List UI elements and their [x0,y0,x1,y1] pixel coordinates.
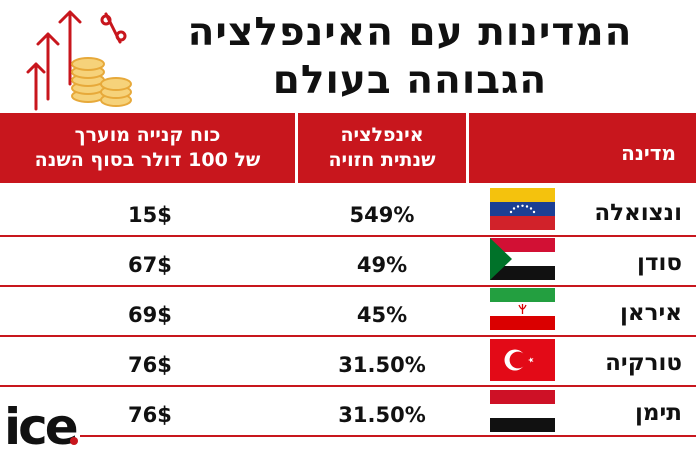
page-title-line-1: המדינות עם האינפלציה [187,10,633,55]
row-divider [0,335,696,337]
table-row-buying-power: 76$ [128,353,172,377]
row-divider [0,385,696,387]
table-row-country: סודן [637,250,682,276]
table-row-buying-power: 76$ [128,403,172,427]
table-row-inflation: 549% [349,203,415,227]
sudan-flag-icon [490,238,555,280]
header-buying-power-line-2: של 100 דולר בסוף השנה [34,149,261,171]
header-inflation-line-1: אינפלציה [340,124,424,146]
header-buying-power-line-1: כוח קנייה מוערך [74,124,221,146]
table-row-country: איראן [619,300,682,326]
table-row-inflation: 31.50% [338,353,426,377]
table-row-inflation: 45% [356,303,408,327]
brand-logo: ice [4,398,79,456]
page-title-line-2: הגבוהה בעולם [272,58,548,103]
inflation-coins-icon [26,10,132,111]
table-row-country: תימן [634,400,682,426]
row-divider [0,285,696,287]
yemen-flag-icon [490,390,555,432]
header-country-label: מדינה [621,141,676,165]
row-divider [0,235,696,237]
header-buying-power: כוח קנייה מוערך של 100 דולר בסוף השנה [0,113,295,183]
venezuela-flag-icon [490,188,555,230]
table-row-country: טורקיה [605,350,682,376]
header-inflation-line-2: שנתית חזויה [328,149,436,171]
iran-flag-icon [490,288,555,330]
table-row-buying-power: 15$ [128,203,172,227]
table-row-buying-power: 67$ [128,253,172,277]
header-country: מדינה [469,113,696,183]
brand-logo-dot [70,437,78,445]
table-row-buying-power: 69$ [128,303,172,327]
turkey-flag-icon [490,339,555,381]
row-divider [80,435,696,437]
header-inflation: אינפלציה שנתית חזויה [298,113,466,183]
table-row-inflation: 31.50% [338,403,426,427]
table-row-inflation: 49% [356,253,408,277]
table-row-country: ונצואלה [594,200,682,226]
